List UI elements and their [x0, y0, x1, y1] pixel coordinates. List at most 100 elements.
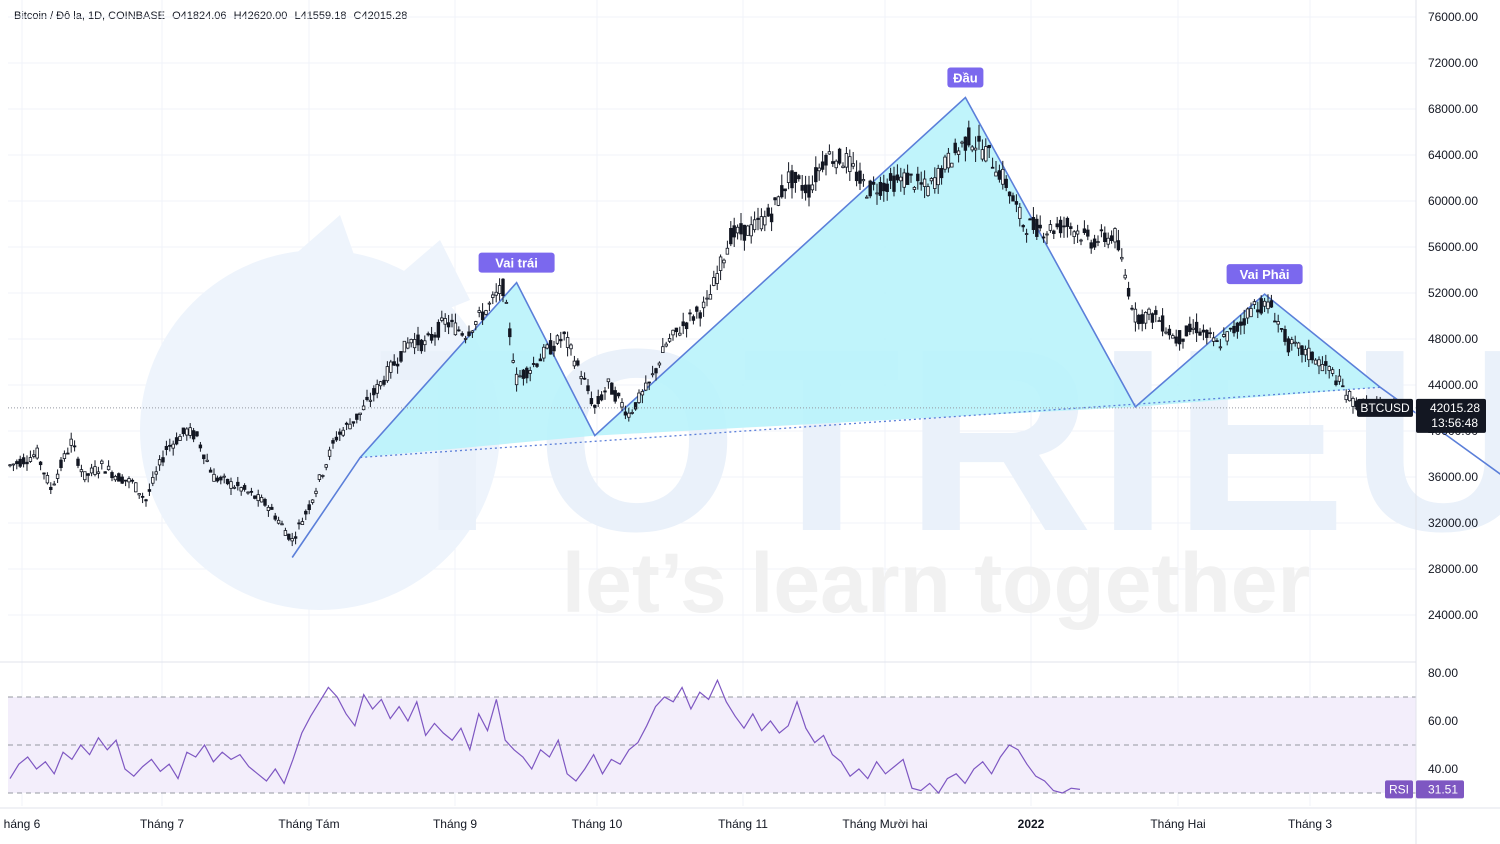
x-tick-label: Tháng Hai	[1150, 817, 1205, 831]
candle-body	[283, 530, 288, 536]
candle-body	[987, 144, 991, 149]
candle-body	[1109, 235, 1114, 242]
candle-body	[215, 477, 220, 482]
candle-body	[620, 402, 624, 408]
candle-body	[1337, 375, 1342, 382]
candle-body	[1052, 230, 1056, 234]
candle-body	[1062, 225, 1066, 228]
candle-body	[225, 478, 230, 485]
candle-body	[348, 423, 352, 430]
candle-body	[664, 343, 668, 347]
candle-body	[1028, 218, 1032, 221]
candle-body	[749, 224, 753, 237]
candle-body	[1327, 366, 1331, 371]
candle-body	[35, 447, 39, 459]
candle-body	[467, 331, 471, 337]
candle-body	[273, 515, 277, 520]
candle-body	[780, 185, 784, 198]
head-and-shoulders-pattern	[291, 96, 1500, 558]
candle-body	[42, 472, 46, 475]
candle-body	[596, 396, 600, 404]
candle-body	[773, 197, 777, 201]
candle-body	[372, 388, 376, 396]
candle-body	[661, 346, 665, 353]
rsi-name-text: RSI	[1389, 782, 1409, 796]
candle-body	[1293, 341, 1297, 344]
candle-body	[365, 396, 369, 401]
candle-body	[647, 381, 651, 384]
candle-body	[674, 327, 679, 333]
candle-body	[633, 402, 638, 410]
candle-body	[769, 213, 774, 223]
candle-body	[593, 404, 597, 408]
candle-body	[355, 413, 359, 420]
candle-body	[1069, 226, 1073, 229]
candle-body	[542, 346, 546, 359]
candle-body	[1344, 394, 1348, 401]
candle-body	[93, 466, 97, 475]
candle-body	[548, 340, 553, 355]
y-tick-label: 60000.00	[1428, 194, 1478, 208]
candle-body	[1171, 335, 1175, 339]
y-tick-label: 48000.00	[1428, 332, 1478, 346]
candle-body	[1018, 206, 1022, 220]
candle-body	[1164, 331, 1168, 334]
candle-body	[708, 294, 713, 300]
candle-body	[916, 173, 920, 182]
y-tick-label: 64000.00	[1428, 148, 1478, 162]
x-tick-label: 2022	[1018, 817, 1045, 831]
candle-body	[851, 163, 855, 167]
candle-body	[926, 186, 930, 196]
candle-body	[151, 477, 155, 484]
candle-body	[834, 160, 838, 169]
candle-body	[341, 429, 345, 436]
candle-body	[242, 485, 247, 490]
candle-body	[144, 499, 148, 502]
candle-body	[984, 146, 988, 162]
candle-body	[1004, 178, 1008, 188]
candle-body	[1273, 320, 1277, 323]
candle-body	[582, 377, 587, 380]
candle-body	[511, 360, 515, 363]
candle-body	[977, 135, 981, 142]
y-tick-label: 68000.00	[1428, 102, 1478, 116]
candle-body	[888, 173, 893, 181]
candle-body	[1099, 229, 1104, 232]
candle-body	[1130, 307, 1134, 310]
candle-body	[79, 469, 84, 473]
candle-body	[375, 384, 379, 394]
candle-body	[763, 216, 767, 226]
candle-body	[239, 487, 243, 492]
candle-body	[338, 431, 342, 435]
candle-body	[1218, 346, 1223, 349]
candle-body	[154, 471, 158, 475]
candle-body	[423, 340, 427, 346]
candle-body	[712, 277, 716, 286]
candle-body	[627, 412, 631, 418]
candle-body	[113, 475, 118, 481]
candle-body	[300, 521, 305, 525]
candle-body	[134, 482, 138, 493]
candle-body	[402, 340, 407, 353]
candle-body	[861, 179, 866, 182]
candle-body	[858, 170, 862, 184]
candle-body	[1038, 224, 1042, 229]
candle-body	[1198, 331, 1202, 336]
candle-body	[446, 322, 451, 328]
candle-body	[929, 178, 934, 182]
candle-body	[654, 368, 658, 374]
candle-body	[1086, 229, 1090, 237]
candle-body	[684, 322, 689, 330]
candle-body	[1150, 313, 1155, 323]
candle-body	[1041, 236, 1046, 239]
candle-body	[205, 459, 209, 462]
candle-body	[83, 471, 87, 481]
rsi-tick-label: 80.00	[1428, 666, 1458, 680]
candle-body	[1048, 224, 1053, 231]
candle-body	[790, 170, 794, 189]
candle-body	[922, 178, 927, 187]
candle-body	[45, 475, 50, 484]
candle-body	[1157, 320, 1161, 323]
